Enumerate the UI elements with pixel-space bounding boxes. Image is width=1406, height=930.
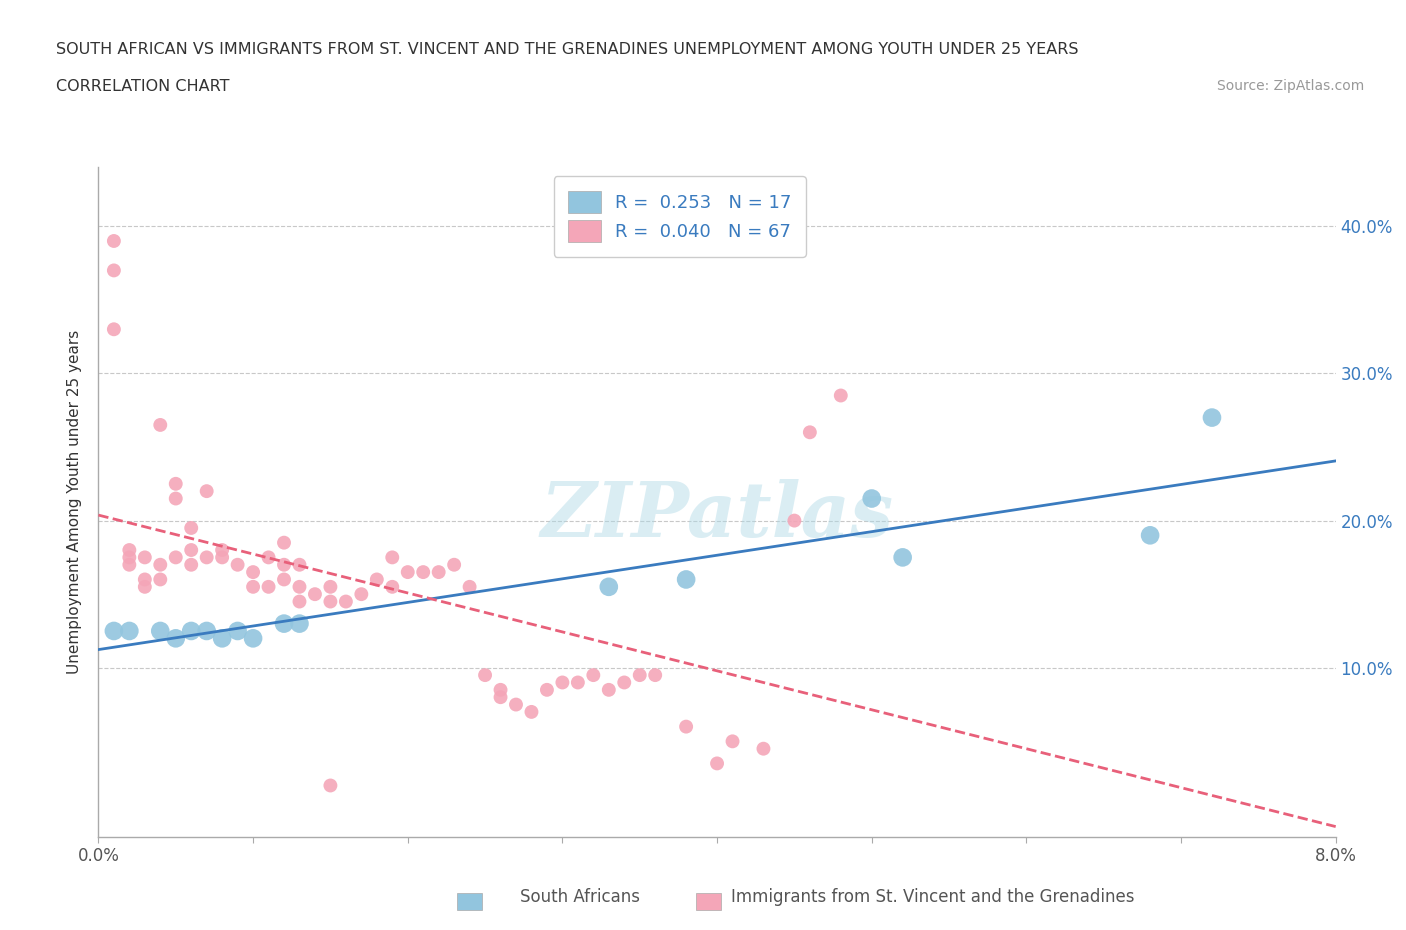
Point (149, 557, 172, 572)
Point (273, 617, 295, 631)
Point (505, 698, 527, 712)
Point (273, 536, 295, 551)
Point (288, 579, 311, 594)
Legend: R =  0.253   N = 17, R =  0.040   N = 67: R = 0.253 N = 17, R = 0.040 N = 67 (554, 177, 806, 257)
Point (165, 491, 187, 506)
Point (288, 617, 311, 631)
Point (721, 734, 744, 749)
Point (180, 557, 202, 572)
Point (103, 233, 125, 248)
Text: CORRELATION CHART: CORRELATION CHART (56, 79, 229, 94)
Point (567, 675, 589, 690)
Point (242, 565, 264, 579)
Point (226, 623, 249, 638)
Point (396, 565, 419, 579)
Point (381, 550, 404, 565)
Point (180, 623, 202, 638)
Point (860, 491, 883, 506)
Point (752, 741, 775, 756)
Point (489, 690, 512, 705)
Point (319, 594, 342, 609)
Point (288, 594, 311, 609)
Point (103, 263, 125, 278)
Point (412, 565, 434, 579)
Point (628, 668, 651, 683)
Point (257, 550, 280, 565)
Point (118, 623, 141, 638)
Point (165, 631, 187, 645)
Point (165, 550, 187, 565)
Point (644, 668, 666, 683)
Point (381, 579, 404, 594)
Point (458, 579, 481, 594)
Point (180, 542, 202, 557)
Point (118, 557, 141, 572)
Point (118, 550, 141, 565)
Point (783, 513, 806, 528)
Text: Source: ZipAtlas.com: Source: ZipAtlas.com (1216, 79, 1364, 93)
Point (195, 484, 218, 498)
Text: Immigrants from St. Vincent and the Grenadines: Immigrants from St. Vincent and the Gren… (731, 888, 1135, 906)
Point (443, 557, 465, 572)
Point (598, 579, 620, 594)
Point (335, 594, 357, 609)
Text: SOUTH AFRICAN VS IMMIGRANTS FROM ST. VINCENT AND THE GRENADINES UNEMPLOYMENT AMO: SOUTH AFRICAN VS IMMIGRANTS FROM ST. VIN… (56, 42, 1078, 57)
Point (288, 557, 311, 572)
Point (273, 572, 295, 587)
Point (195, 623, 218, 638)
Point (103, 322, 125, 337)
Point (613, 675, 636, 690)
Point (242, 579, 264, 594)
Y-axis label: Unemployment Among Youth under 25 years: Unemployment Among Youth under 25 years (67, 330, 83, 674)
Text: South Africans: South Africans (520, 888, 640, 906)
Point (319, 778, 342, 793)
Point (165, 476, 187, 491)
Point (799, 425, 821, 440)
Point (149, 418, 172, 432)
Point (195, 550, 218, 565)
Point (211, 542, 233, 557)
Point (474, 668, 496, 683)
Point (273, 557, 295, 572)
Point (134, 572, 156, 587)
Point (304, 587, 326, 602)
Point (103, 623, 125, 638)
Point (675, 572, 697, 587)
Point (242, 631, 264, 645)
Point (211, 550, 233, 565)
Point (211, 631, 233, 645)
Point (180, 521, 202, 536)
Point (149, 572, 172, 587)
Point (1139, 528, 1161, 543)
Point (520, 704, 543, 719)
Point (1201, 410, 1223, 425)
Point (257, 579, 280, 594)
Point (582, 668, 605, 683)
Point (706, 756, 728, 771)
Point (830, 388, 852, 403)
Point (118, 542, 141, 557)
Point (319, 579, 342, 594)
Point (134, 550, 156, 565)
Point (350, 587, 373, 602)
Point (134, 579, 156, 594)
Point (551, 675, 574, 690)
Point (536, 683, 558, 698)
Point (149, 623, 172, 638)
Text: ZIPatlas: ZIPatlas (540, 479, 894, 552)
Point (366, 572, 388, 587)
Point (427, 565, 450, 579)
Point (598, 683, 620, 698)
Point (226, 557, 249, 572)
Point (891, 550, 914, 565)
Point (489, 683, 512, 698)
Point (675, 719, 697, 734)
